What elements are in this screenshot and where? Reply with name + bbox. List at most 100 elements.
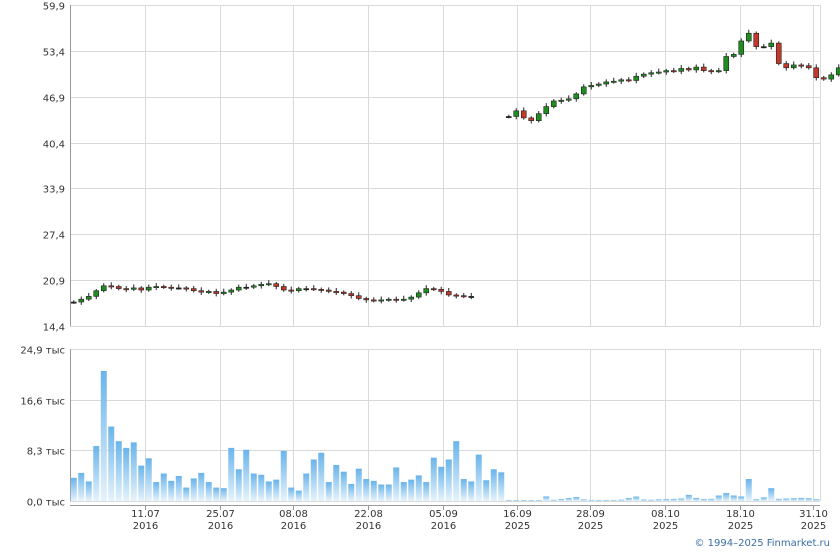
candle-body xyxy=(168,286,175,289)
volume-bar xyxy=(258,474,265,501)
volume-bar xyxy=(468,481,475,501)
candle-body xyxy=(730,54,737,57)
volume-bar xyxy=(745,479,752,501)
volume-bar xyxy=(798,497,805,501)
x-tick-year-label: 2016 xyxy=(208,521,233,532)
copyright-text: © 1994–2025 Finmarket.ru xyxy=(694,538,830,549)
x-tick-year-label: 2025 xyxy=(505,521,530,532)
volume-bar xyxy=(550,499,557,501)
x-tick-year-label: 2016 xyxy=(281,521,306,532)
candle-body xyxy=(828,74,835,80)
volume-y-tick-label: 16,6 тыс xyxy=(20,397,65,408)
candle-body xyxy=(235,286,242,291)
candle-body xyxy=(783,63,790,69)
volume-bar xyxy=(438,466,445,501)
volume-bar xyxy=(400,482,407,501)
candle-body xyxy=(78,298,85,303)
candle-body xyxy=(93,290,100,297)
volume-bar xyxy=(385,484,392,501)
candle-body xyxy=(355,295,362,299)
volume-bar xyxy=(213,487,220,501)
volume-bar xyxy=(93,446,100,501)
price-y-tick-label: 53,4 xyxy=(43,48,65,59)
price-y-tick-label: 20,9 xyxy=(43,277,65,288)
x-tick-year-label: 2016 xyxy=(356,521,381,532)
volume-bar xyxy=(243,449,250,501)
x-tick-year-label: 2025 xyxy=(578,521,603,532)
volume-bar xyxy=(603,500,610,501)
x-tick-date-label: 22.08 xyxy=(354,509,383,520)
candle-body xyxy=(640,73,647,77)
candle-body xyxy=(318,289,325,291)
volume-bar xyxy=(490,469,497,501)
volume-bar xyxy=(378,484,385,501)
price-y-tick-label: 27,4 xyxy=(43,231,65,242)
candle-body xyxy=(363,298,370,301)
candle-body xyxy=(663,70,670,73)
price-y-tick-label: 40,4 xyxy=(43,140,65,151)
candle-body xyxy=(228,289,235,293)
volume-bar xyxy=(220,488,227,501)
price-candles xyxy=(70,29,840,305)
volume-bar xyxy=(430,457,437,501)
candle-body xyxy=(603,81,610,85)
volume-bar xyxy=(573,496,580,501)
volume-bar xyxy=(265,481,272,501)
candle-body xyxy=(520,110,527,119)
candle-body xyxy=(138,287,145,291)
candle-body xyxy=(708,70,715,73)
volume-bar xyxy=(483,480,490,501)
volume-bar xyxy=(153,482,160,501)
candle-body xyxy=(700,66,707,71)
volume-bar xyxy=(723,493,730,501)
volume-bar xyxy=(168,480,175,501)
candle-body xyxy=(738,40,745,55)
candle-body xyxy=(798,64,805,67)
candle-body xyxy=(190,288,197,292)
candle-body xyxy=(595,83,602,86)
volume-bar xyxy=(115,441,122,501)
volume-gridlines xyxy=(70,349,821,502)
candle-body xyxy=(760,46,767,49)
candle-body xyxy=(723,56,730,71)
candle-body xyxy=(505,116,512,118)
candle-body xyxy=(393,298,400,301)
candle-body xyxy=(220,291,227,294)
candle-body xyxy=(85,296,92,300)
candle-body xyxy=(820,77,827,80)
candle-body xyxy=(670,70,677,73)
candle-body xyxy=(633,75,640,81)
volume-bar xyxy=(198,472,205,501)
candle-body xyxy=(835,67,840,76)
candle-body xyxy=(160,286,167,288)
volume-bar xyxy=(505,500,512,501)
volume-bar xyxy=(678,498,685,501)
candle-body xyxy=(648,72,655,75)
candle-body xyxy=(573,93,580,100)
candle-body xyxy=(715,70,722,73)
volume-bar xyxy=(130,442,137,501)
candle-body xyxy=(423,288,430,294)
candle-body xyxy=(243,286,250,289)
volume-bar xyxy=(738,496,745,501)
candle-body xyxy=(100,285,107,292)
candle-body xyxy=(550,100,557,107)
volume-bar xyxy=(250,473,257,501)
x-tick-date-label: 05.09 xyxy=(429,509,458,520)
candle-body xyxy=(340,291,347,294)
candle-body xyxy=(325,289,332,292)
volume-y-tick-label: 8,3 тыс xyxy=(27,447,65,458)
volume-bar xyxy=(348,483,355,501)
volume-bar xyxy=(663,499,670,501)
candle-body xyxy=(145,286,152,291)
volume-bar xyxy=(145,458,152,501)
price-gridlines xyxy=(70,5,821,327)
volume-bar xyxy=(138,465,145,501)
x-tick-date-label: 31.10 xyxy=(799,509,828,520)
volume-bar xyxy=(535,500,542,501)
candle-body xyxy=(408,296,415,300)
volume-bar xyxy=(340,471,347,501)
date-x-axis: 11.07201625.07201608.08201622.08201605.0… xyxy=(70,505,828,532)
